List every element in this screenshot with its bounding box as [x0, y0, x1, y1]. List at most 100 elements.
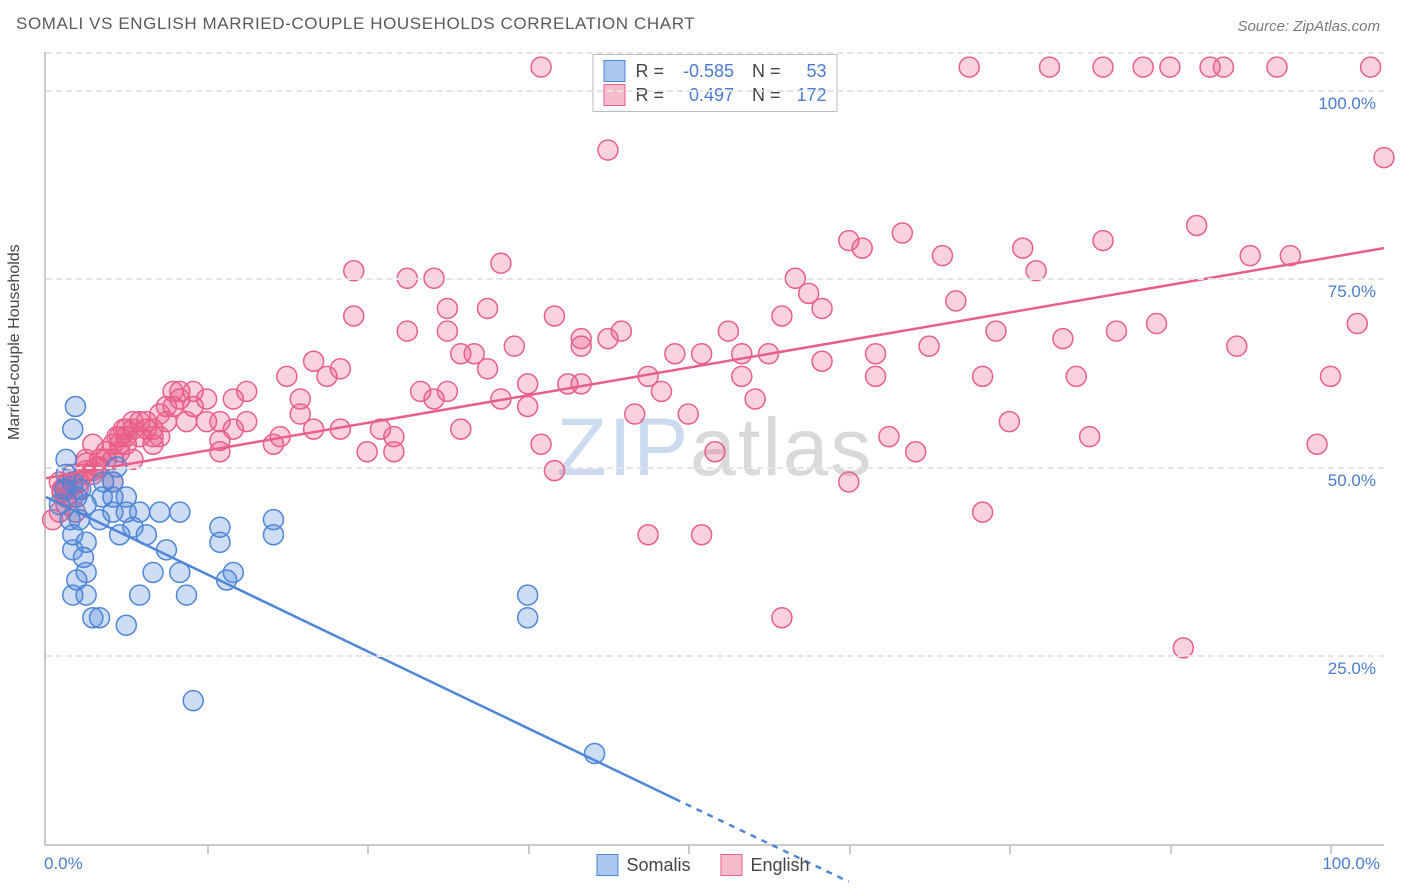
data-point: [772, 608, 792, 628]
data-point: [678, 404, 698, 424]
data-point: [504, 336, 524, 356]
legend-swatch-english: [603, 84, 625, 106]
stat-label-r: R =: [635, 83, 664, 107]
x-tick: [207, 844, 209, 854]
legend-swatch-somali: [603, 60, 625, 82]
data-point: [531, 57, 551, 77]
data-point: [879, 427, 899, 447]
data-point: [973, 366, 993, 386]
x-tick: [367, 844, 369, 854]
data-point: [1093, 231, 1113, 251]
data-point: [290, 389, 310, 409]
y-tick-label: 75.0%: [1328, 282, 1376, 302]
data-point: [772, 306, 792, 326]
gridline: [46, 467, 1384, 469]
x-axis-start-label: 0.0%: [44, 854, 83, 874]
data-point: [237, 381, 257, 401]
x-tick: [1330, 844, 1332, 854]
data-point: [397, 321, 417, 341]
x-tick: [528, 844, 530, 854]
y-tick-label: 100.0%: [1318, 94, 1376, 114]
stat-label-r: R =: [635, 59, 664, 83]
data-point: [638, 525, 658, 545]
x-tick: [849, 844, 851, 854]
data-point: [732, 366, 752, 386]
gridline: [46, 278, 1384, 280]
data-point: [571, 329, 591, 349]
data-point: [357, 442, 377, 462]
data-point: [330, 359, 350, 379]
data-point: [150, 502, 170, 522]
stat-n-english: 172: [789, 83, 827, 107]
stat-label-n: N =: [752, 83, 781, 107]
y-tick-label: 50.0%: [1328, 471, 1376, 491]
data-point: [518, 608, 538, 628]
data-point: [90, 608, 110, 628]
data-point: [223, 562, 243, 582]
data-point: [745, 389, 765, 409]
legend-label-somali: Somalis: [626, 855, 690, 876]
data-point: [116, 615, 136, 635]
gridline: [46, 655, 1384, 657]
data-point: [812, 298, 832, 318]
data-point: [518, 397, 538, 417]
data-point: [906, 442, 926, 462]
data-point: [1240, 246, 1260, 266]
stats-row-english: R = 0.497 N = 172: [603, 83, 826, 107]
data-point: [277, 366, 297, 386]
data-point: [1320, 366, 1340, 386]
data-point: [1347, 314, 1367, 334]
data-point: [692, 525, 712, 545]
data-point: [1307, 434, 1327, 454]
data-point: [692, 344, 712, 364]
data-point: [598, 140, 618, 160]
data-point: [437, 381, 457, 401]
data-point: [344, 306, 364, 326]
data-point: [451, 419, 471, 439]
legend-item-english: English: [720, 854, 809, 876]
gridline: [46, 90, 1384, 92]
data-point: [143, 562, 163, 582]
legend-label-english: English: [750, 855, 809, 876]
data-point: [437, 321, 457, 341]
x-tick: [1170, 844, 1172, 854]
y-tick-label: 25.0%: [1328, 659, 1376, 679]
data-point: [999, 412, 1019, 432]
source-attribution: Source: ZipAtlas.com: [1237, 18, 1380, 35]
data-point: [1040, 57, 1060, 77]
data-point: [518, 585, 538, 605]
data-point: [531, 434, 551, 454]
data-point: [437, 298, 457, 318]
data-point: [1187, 215, 1207, 235]
data-point: [384, 427, 404, 447]
data-point: [839, 472, 859, 492]
data-point: [718, 321, 738, 341]
stat-r-english: 0.497: [672, 83, 734, 107]
legend-swatch-english-icon: [720, 854, 742, 876]
data-point: [1227, 336, 1247, 356]
data-point: [544, 461, 564, 481]
data-point: [625, 404, 645, 424]
stats-legend-box: R = -0.585 N = 53 R = 0.497 N = 172: [592, 54, 837, 112]
chart-title: SOMALI VS ENGLISH MARRIED-COUPLE HOUSEHO…: [16, 14, 695, 34]
data-point: [866, 344, 886, 364]
plot-area: ZIPatlas R = -0.585 N = 53 R = 0.497 N =…: [44, 52, 1384, 846]
stat-r-somali: -0.585: [672, 59, 734, 83]
gridline: [46, 52, 1384, 54]
data-point: [959, 57, 979, 77]
data-point: [76, 585, 96, 605]
legend-item-somali: Somalis: [596, 854, 690, 876]
data-point: [973, 502, 993, 522]
data-point: [544, 306, 564, 326]
data-point: [63, 419, 83, 439]
stat-label-n: N =: [752, 59, 781, 83]
data-point: [986, 321, 1006, 341]
trend-line: [46, 497, 675, 799]
data-point: [946, 291, 966, 311]
data-point: [210, 532, 230, 552]
stat-n-somali: 53: [789, 59, 827, 83]
data-point: [1013, 238, 1033, 258]
data-point: [478, 359, 498, 379]
data-point: [1053, 329, 1073, 349]
data-point: [518, 374, 538, 394]
